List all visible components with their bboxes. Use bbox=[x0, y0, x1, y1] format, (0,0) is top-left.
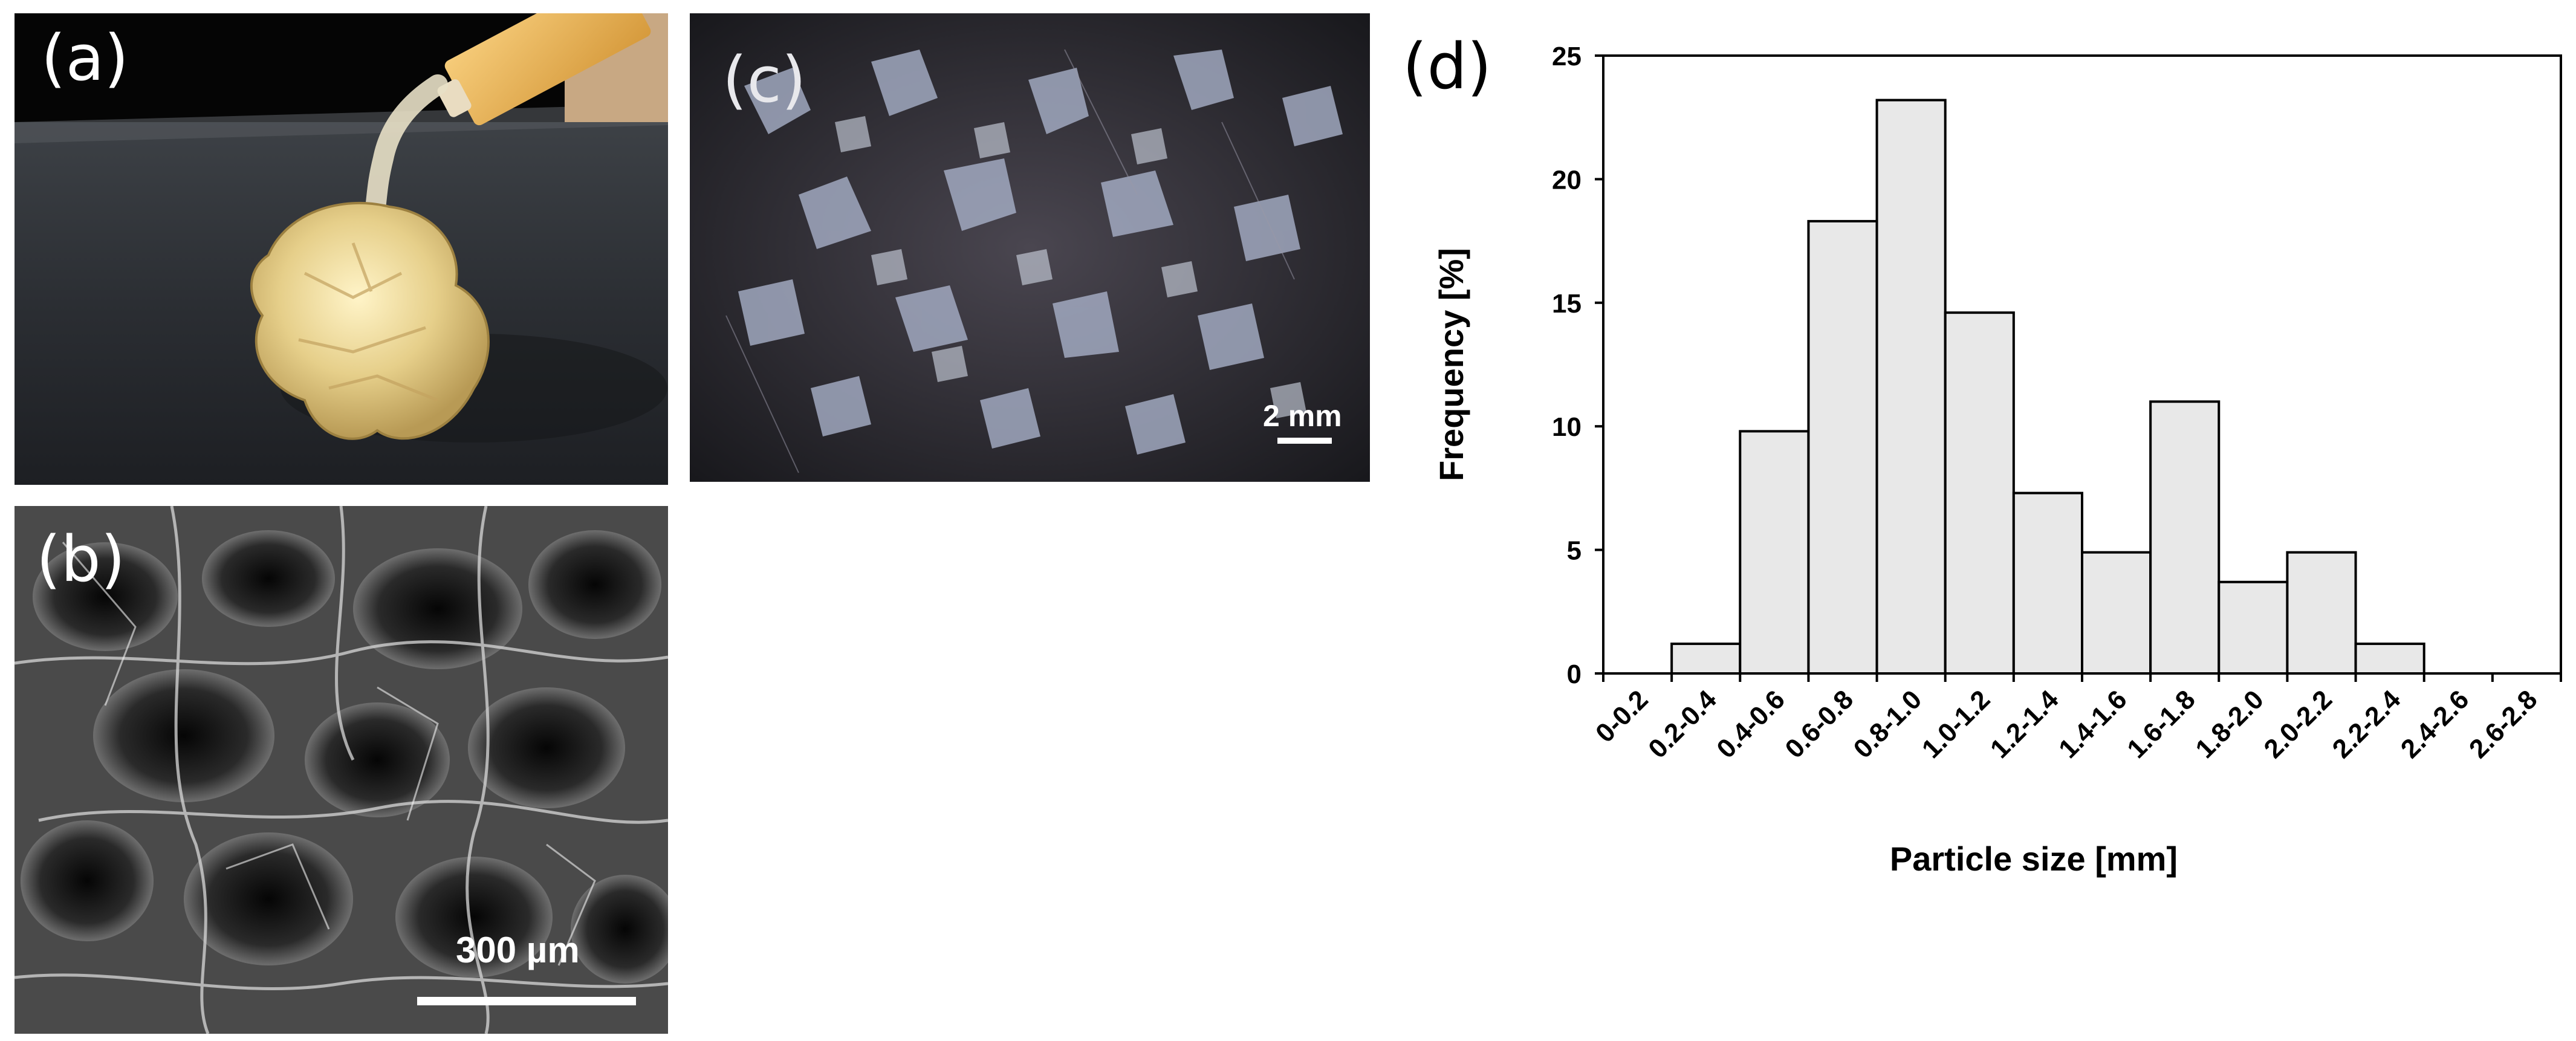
scale-bar-c bbox=[1277, 438, 1332, 444]
panel-label-d: (d) bbox=[1403, 30, 1492, 103]
panel-label-a: (a) bbox=[41, 21, 129, 95]
bar-1.4-1.6 bbox=[2081, 551, 2152, 675]
sem-panel-b: (b) 300 µm bbox=[15, 506, 668, 1034]
hydrogel-photo bbox=[15, 13, 668, 485]
x-tick-label: 1.6-1.8 bbox=[2121, 684, 2201, 764]
bar-0.2-0.4 bbox=[1670, 642, 1742, 675]
bar-2.2-2.4 bbox=[2354, 642, 2425, 675]
x-tick-label: 2.2-2.4 bbox=[2327, 684, 2407, 764]
x-axis-ticks: 0-0.20.2-0.40.4-0.60.6-0.80.8-1.01.0-1.2… bbox=[1590, 673, 2562, 764]
x-tick-label: 0.6-0.8 bbox=[1780, 684, 1860, 764]
x-axis-title: Particle size [mm] bbox=[1890, 840, 2178, 878]
y-tick-label: 15 bbox=[1552, 289, 1582, 319]
x-tick-label: 1.2-1.4 bbox=[1985, 684, 2065, 764]
scale-bar-label-b: 300 µm bbox=[456, 930, 580, 970]
bar-0.6-0.8 bbox=[1807, 219, 1878, 675]
bar-0.4-0.6 bbox=[1739, 430, 1810, 675]
y-tick-label: 5 bbox=[1567, 536, 1582, 566]
bars-layer bbox=[1670, 99, 2425, 675]
bar-0.8-1.0 bbox=[1875, 99, 1947, 675]
scale-bar-label-c: 2 mm bbox=[1263, 399, 1342, 433]
scale-bar-b bbox=[417, 997, 636, 1005]
x-tick-label: 2.4-2.6 bbox=[2395, 684, 2475, 764]
photo-panel-c: (c) 2 mm bbox=[690, 13, 1370, 482]
y-tick-label: 0 bbox=[1567, 660, 1582, 689]
x-tick-label: 2.0-2.2 bbox=[2259, 684, 2338, 764]
photo-panel-a: (a) bbox=[15, 13, 668, 485]
x-tick-label: 0.4-0.6 bbox=[1711, 684, 1791, 764]
y-axis-title: Frequency [%] bbox=[1432, 248, 1470, 481]
bar-1.0-1.2 bbox=[1944, 311, 2015, 675]
x-tick-label: 0.2-0.4 bbox=[1643, 684, 1722, 764]
x-tick-label: 1.4-1.6 bbox=[2053, 684, 2133, 764]
bar-1.2-1.4 bbox=[2012, 491, 2084, 675]
y-tick-label: 25 bbox=[1552, 42, 1582, 71]
bar-1.6-1.8 bbox=[2149, 400, 2221, 675]
x-tick-label: 0-0.2 bbox=[1590, 684, 1654, 748]
sem-micrograph bbox=[15, 506, 668, 1034]
y-axis-ticks: 0 5 10 15 20 25 bbox=[1552, 42, 1603, 689]
bar-2.0-2.2 bbox=[2286, 551, 2357, 675]
panel-label-c: (c) bbox=[722, 43, 806, 117]
particles-photo bbox=[690, 13, 1370, 482]
x-tick-label: 1.0-1.2 bbox=[1916, 684, 1996, 764]
x-tick-label: 0.8-1.0 bbox=[1848, 684, 1928, 764]
y-tick-label: 10 bbox=[1552, 412, 1582, 442]
y-tick-label: 20 bbox=[1552, 165, 1582, 195]
bar-1.8-2.0 bbox=[2218, 580, 2289, 675]
x-tick-label: 1.8-2.0 bbox=[2190, 684, 2269, 764]
panel-label-b: (b) bbox=[36, 522, 126, 596]
x-tick-label: 2.6-2.8 bbox=[2464, 684, 2543, 764]
